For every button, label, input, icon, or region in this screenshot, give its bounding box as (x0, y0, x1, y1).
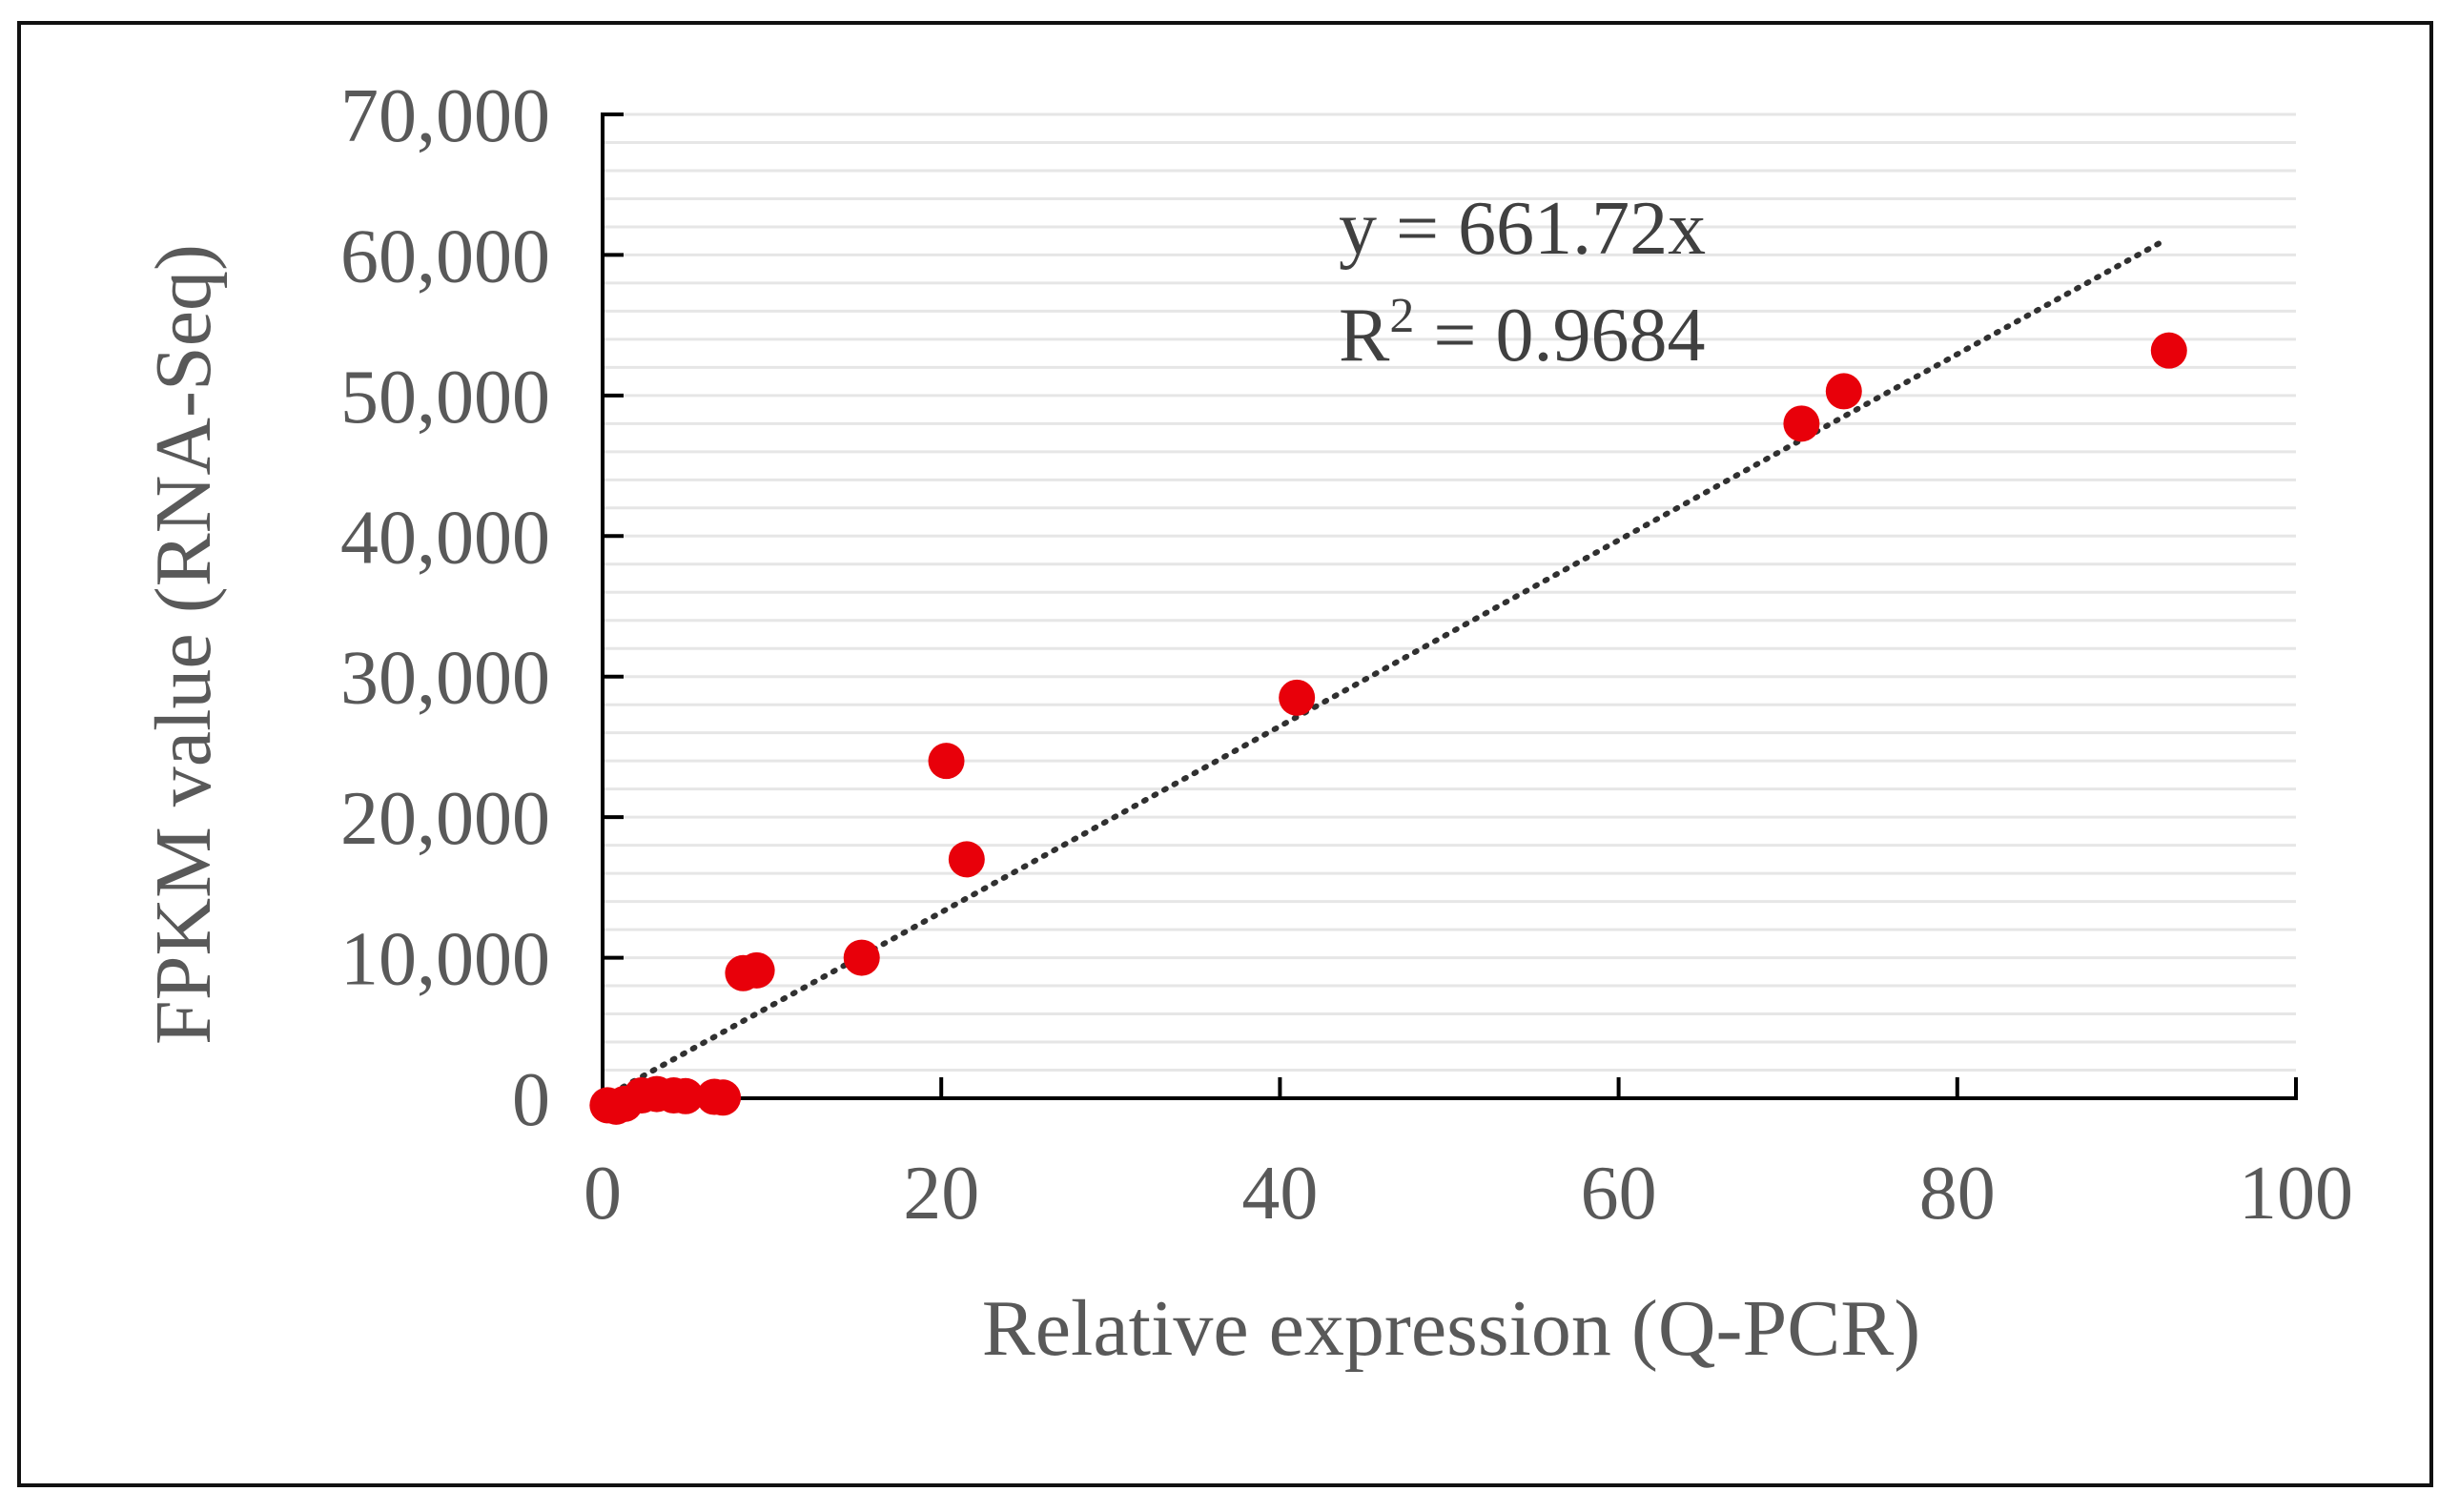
data-point (928, 743, 965, 780)
x-tick-label: 80 (1919, 1152, 1996, 1236)
y-tick-label: 20,000 (340, 777, 550, 861)
y-tick-label: 30,000 (340, 637, 550, 721)
y-tick-label: 10,000 (340, 918, 550, 1002)
x-tick-label: 0 (584, 1152, 622, 1236)
y-tick-label: 70,000 (340, 74, 550, 158)
data-point (1825, 373, 1862, 410)
data-point (667, 1077, 705, 1114)
data-points (589, 332, 2187, 1125)
data-point (705, 1079, 742, 1116)
y-tick-label: 40,000 (340, 496, 550, 580)
data-point (1279, 679, 1316, 716)
x-tick-label: 20 (903, 1152, 979, 1236)
x-tick-label: 40 (1241, 1152, 1318, 1236)
r-squared-label: R2 = 0.9684 (1339, 289, 1705, 378)
trendline-equation: y = 661.72x (1339, 187, 1706, 271)
x-tick-labels: 0 20 40 60 80 100 (584, 1152, 2353, 1236)
x-axis-title: Relative expression (Q-PCR) (982, 1284, 1921, 1373)
data-point (843, 939, 880, 976)
data-point (1783, 405, 1820, 442)
gridlines (603, 112, 2296, 1073)
data-point (738, 951, 775, 989)
x-tick-label: 60 (1581, 1152, 1657, 1236)
chart-frame: 0 10,000 20,000 30,000 40,000 50,000 60,000 70,… (17, 21, 2433, 1487)
scatter-chart: 0 10,000 20,000 30,000 40,000 50,000 60,000 70,… (139, 74, 2353, 1373)
y-axis-title: FPKM value (RNA-Seq) (139, 244, 228, 1045)
data-point (2150, 332, 2187, 369)
y-tick-labels: 0 10,000 20,000 30,000 40,000 50,000 60,000 70,… (340, 74, 550, 1142)
y-tick-label: 50,000 (340, 356, 550, 439)
y-tick-label: 60,000 (340, 215, 550, 298)
data-point (948, 841, 985, 878)
x-tick-label: 100 (2239, 1152, 2353, 1236)
y-tick-label: 0 (512, 1058, 550, 1142)
